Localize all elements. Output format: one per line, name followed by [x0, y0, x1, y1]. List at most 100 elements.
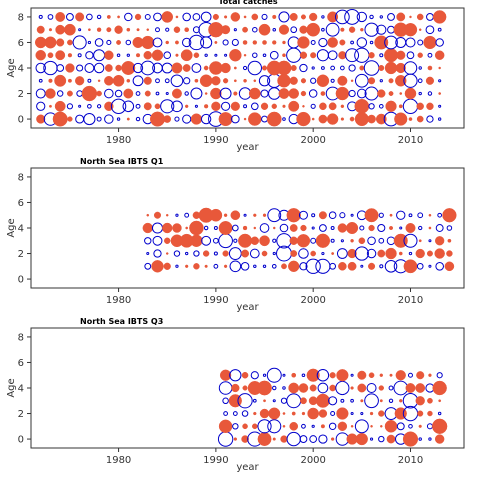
residual-bubble-negative — [347, 248, 357, 259]
residual-bubble-negative — [378, 65, 385, 71]
residual-bubble-negative — [377, 89, 386, 98]
residual-bubble-negative — [337, 421, 348, 431]
residual-bubble-positive — [427, 52, 433, 58]
residual-bubble-positive — [378, 103, 384, 109]
residual-bubble-negative — [81, 85, 98, 102]
residual-bubble-negative — [243, 78, 247, 83]
residual-bubble-positive — [407, 372, 413, 378]
residual-bubble-negative — [64, 23, 76, 36]
residual-bubble-negative — [121, 61, 136, 75]
residual-bubble-negative — [214, 40, 218, 44]
residual-bubble-positive — [280, 397, 288, 404]
residual-bubble-positive — [116, 53, 121, 58]
residual-bubble-negative — [261, 250, 268, 257]
residual-bubble-negative — [425, 76, 435, 85]
residual-bubble-negative — [253, 213, 257, 217]
residual-bubble-positive — [132, 62, 144, 74]
residual-bubble-negative — [368, 77, 376, 85]
residual-bubble-negative — [261, 65, 268, 71]
residual-bubble-negative — [229, 49, 242, 62]
residual-bubble-positive — [38, 78, 43, 83]
residual-bubble-positive — [224, 53, 228, 57]
residual-bubble-negative — [146, 213, 150, 217]
residual-bubble-negative — [428, 373, 432, 377]
residual-bubble-positive — [309, 435, 318, 443]
x-tick-label: 2010 — [398, 455, 423, 466]
residual-bubble-positive — [299, 435, 308, 443]
residual-bubble-negative — [257, 380, 272, 396]
residual-bubble-positive — [330, 238, 335, 243]
residual-bubble-positive — [222, 397, 229, 405]
residual-bubble-negative — [55, 12, 66, 22]
residual-bubble-negative — [432, 418, 448, 434]
residual-bubble-positive — [267, 208, 282, 223]
residual-bubble-positive — [122, 100, 135, 113]
residual-bubble-positive — [260, 89, 269, 98]
residual-bubble-negative — [243, 53, 247, 57]
residual-bubble-positive — [438, 117, 442, 121]
residual-bubble-positive — [72, 35, 87, 50]
residual-bubble-negative — [97, 79, 101, 83]
residual-bubble-negative — [405, 383, 416, 393]
residual-bubble-positive — [310, 39, 316, 45]
residual-bubble-negative — [306, 368, 320, 382]
residual-bubble-positive — [200, 36, 213, 49]
y-tick-label: 4 — [18, 384, 24, 395]
residual-bubble-positive — [318, 37, 328, 48]
residual-bubble-positive — [437, 411, 442, 416]
residual-bubble-negative — [316, 74, 330, 87]
residual-bubble-negative — [123, 88, 134, 99]
residual-bubble-positive — [301, 373, 306, 378]
residual-bubble-negative — [426, 102, 434, 111]
residual-bubble-negative — [230, 101, 240, 111]
residual-bubble-negative — [233, 437, 237, 441]
residual-bubble-negative — [175, 40, 179, 45]
residual-bubble-positive — [200, 113, 212, 125]
residual-bubble-negative — [389, 226, 394, 230]
residual-bubble-negative — [426, 250, 433, 257]
residual-bubble-negative — [151, 49, 164, 61]
residual-bubble-positive — [368, 103, 375, 110]
residual-bubble-positive — [364, 86, 379, 101]
residual-bubble-positive — [184, 91, 189, 96]
residual-bubble-negative — [347, 261, 357, 271]
residual-bubble-positive — [262, 264, 267, 269]
residual-bubble-positive — [438, 79, 442, 83]
residual-bubble-negative — [238, 233, 253, 248]
residual-bubble-positive — [387, 25, 395, 34]
x-tick-label: 1980 — [106, 295, 131, 306]
residual-bubble-negative — [369, 411, 374, 416]
residual-bubble-negative — [48, 78, 53, 83]
residual-bubble-negative — [434, 434, 445, 444]
residual-bubble-negative — [263, 399, 266, 403]
residual-bubble-positive — [330, 411, 336, 417]
residual-bubble-negative — [350, 386, 354, 390]
residual-bubble-negative — [296, 234, 311, 248]
residual-bubble-negative — [185, 226, 189, 230]
residual-bubble-negative — [96, 90, 102, 97]
residual-bubble-positive — [253, 264, 257, 269]
residual-bubble-negative — [268, 407, 281, 420]
residual-bubble-negative — [307, 407, 319, 420]
residual-bubble-negative — [288, 382, 300, 394]
residual-bubble-positive — [155, 78, 160, 84]
residual-bubble-positive — [229, 369, 242, 382]
residual-bubble-negative — [204, 92, 208, 95]
residual-bubble-negative — [204, 264, 208, 268]
residual-bubble-negative — [309, 12, 318, 22]
residual-bubble-negative — [96, 27, 102, 32]
residual-bubble-positive — [193, 250, 200, 257]
panel-2: North Sea IBTS Q1 1980 1990 2000 2010 0 2 4 6 8 ye… — [6, 157, 465, 313]
residual-bubble-negative — [126, 27, 131, 32]
residual-bubble-positive — [399, 226, 403, 230]
residual-bubble-negative — [423, 35, 437, 50]
x-tick-label: 1990 — [203, 135, 228, 146]
residual-bubble-negative — [318, 211, 327, 220]
residual-bubble-negative — [154, 103, 161, 110]
residual-bubble-positive — [257, 419, 272, 434]
residual-bubble-negative — [56, 38, 65, 47]
residual-bubble-negative — [114, 25, 123, 34]
residual-bubble-positive — [78, 104, 82, 108]
residual-bubble-negative — [432, 10, 447, 24]
residual-bubble-negative — [432, 380, 447, 396]
